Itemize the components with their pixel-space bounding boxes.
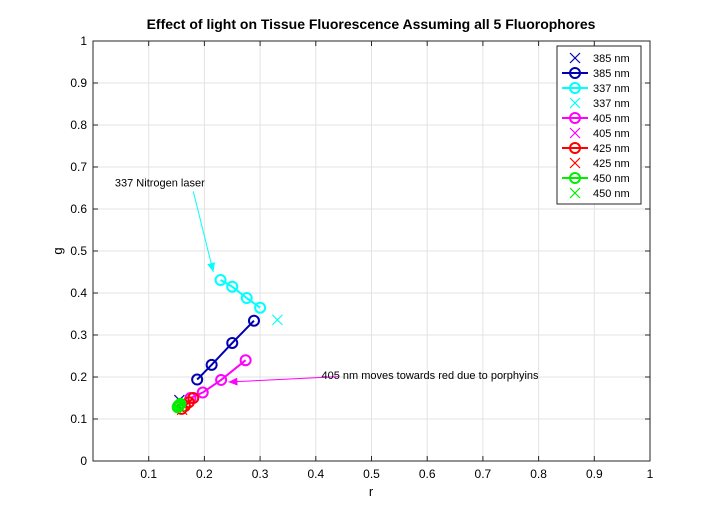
annotation-arrow-shaft — [228, 376, 339, 383]
legend-item: 385 nm — [562, 67, 630, 80]
data-point — [215, 373, 228, 386]
x-tick-label: 0.6 — [419, 467, 436, 481]
x-tick-label: 0.2 — [196, 467, 213, 481]
y-tick-label: 0.1 — [70, 412, 87, 426]
series-line — [196, 320, 255, 381]
legend-marker — [569, 112, 581, 124]
data-point — [254, 301, 267, 314]
legend-marker-stroke — [569, 52, 581, 64]
legend-label: 425 nm — [593, 143, 630, 155]
x-axis-label: r — [369, 484, 374, 499]
data-point-stroke — [174, 400, 186, 412]
data-point — [191, 373, 204, 386]
legend-marker — [569, 97, 581, 109]
y-tick-label: 0.9 — [70, 76, 87, 90]
y-tick-label: 0.2 — [70, 370, 87, 384]
data-point — [196, 386, 209, 399]
annotation: 405 nm moves towards red due to porphyin… — [228, 370, 539, 386]
x-tick-label: 0.7 — [475, 467, 492, 481]
x-tick-label: 0.3 — [252, 467, 269, 481]
y-tick-label: 0.3 — [70, 328, 87, 342]
legend-label: 385 nm — [593, 68, 630, 80]
y-tick-label: 1 — [80, 34, 87, 48]
legend-label: 337 nm — [593, 98, 630, 110]
series-337-nm-x — [271, 314, 283, 326]
y-tick-label: 0.6 — [70, 202, 87, 216]
x-tick-label: 0.1 — [140, 467, 157, 481]
legend: 385 nm 385 nm 337 nm 337 nm 405 nm 405 nm 425 … — [556, 45, 642, 205]
data-point — [205, 358, 218, 371]
legend-label: 450 nm — [593, 188, 630, 200]
x-tick-label: 1 — [647, 467, 654, 481]
legend-marker — [569, 187, 581, 199]
legend-marker — [569, 172, 581, 184]
x-tick-label: 0.4 — [307, 467, 324, 481]
annotation-arrow-head — [228, 377, 238, 386]
data-point — [271, 314, 283, 326]
data-point — [174, 397, 187, 410]
legend-item: 450 nm — [569, 187, 630, 200]
legend-marker-stroke — [569, 127, 581, 139]
legend-item: 337 nm — [569, 97, 630, 110]
legend-item: 405 nm — [562, 112, 630, 125]
legend-label: 385 nm — [593, 53, 630, 65]
legend-marker — [569, 82, 581, 94]
chart-title: Effect of light on Tissue Fluorescence A… — [147, 16, 596, 32]
legend-marker — [569, 52, 581, 64]
legend-marker-stroke — [569, 187, 581, 199]
data-point — [174, 400, 186, 412]
y-axis-label: g — [50, 247, 65, 254]
x-tick-label: 0.9 — [586, 467, 603, 481]
y-tick-label: 0.8 — [70, 118, 87, 132]
data-point — [247, 314, 260, 327]
ticks: 0.1 0.2 0.3 0.4 0.5 0.6 0.7 0.8 0.9 1 0 0.1 0.2 0.3 0.… — [70, 34, 653, 481]
legend-marker — [569, 67, 581, 79]
legend-marker — [569, 127, 581, 139]
annotation: 337 Nitrogen laser — [115, 177, 216, 273]
series-450-nm-x — [174, 400, 186, 412]
legend-label: 425 nm — [593, 158, 630, 170]
x-tick-label: 0.8 — [530, 467, 547, 481]
data-point — [226, 336, 239, 349]
data-point — [240, 292, 253, 305]
legend-marker — [569, 157, 581, 169]
legend-item: 425 nm — [562, 142, 630, 155]
legend-label: 405 nm — [593, 113, 630, 125]
annotations: 337 Nitrogen laser 405 nm moves towards r… — [115, 177, 539, 386]
y-tick-label: 0 — [80, 454, 87, 468]
legend-label: 450 nm — [593, 173, 630, 185]
y-tick-label: 0.7 — [70, 160, 87, 174]
series-layer — [171, 273, 283, 416]
x-tick-label: 0.5 — [363, 467, 380, 481]
data-point — [214, 273, 227, 286]
y-tick-label: 0.5 — [70, 244, 87, 258]
legend-label: 337 nm — [593, 83, 630, 95]
legend-item: 425 nm — [569, 157, 630, 170]
legend-item: 405 nm — [569, 127, 630, 140]
data-point — [187, 392, 200, 404]
annotation-arrow-head — [207, 262, 216, 272]
data-point-stroke — [271, 314, 283, 326]
annotation-text: 405 nm moves towards red due to porphyin… — [321, 370, 539, 382]
series-450-nm-line-o — [171, 397, 187, 414]
legend-marker-stroke — [569, 97, 581, 109]
data-point — [226, 280, 239, 293]
series-line — [220, 279, 261, 309]
data-point — [239, 354, 252, 367]
annotation-text: 337 Nitrogen laser — [115, 177, 205, 189]
y-tick-label: 0.4 — [70, 286, 87, 300]
series-385-nm-line-o — [191, 314, 260, 386]
grid — [93, 40, 651, 462]
legend-item: 450 nm — [562, 172, 630, 185]
legend-marker — [569, 142, 581, 154]
legend-marker-stroke — [569, 157, 581, 169]
legend-item: 385 nm — [569, 52, 630, 65]
legend-label: 405 nm — [593, 128, 630, 140]
series-337-nm-line-o — [214, 273, 267, 314]
annotation-arrow-shaft — [192, 191, 214, 273]
legend-item: 337 nm — [562, 82, 630, 95]
